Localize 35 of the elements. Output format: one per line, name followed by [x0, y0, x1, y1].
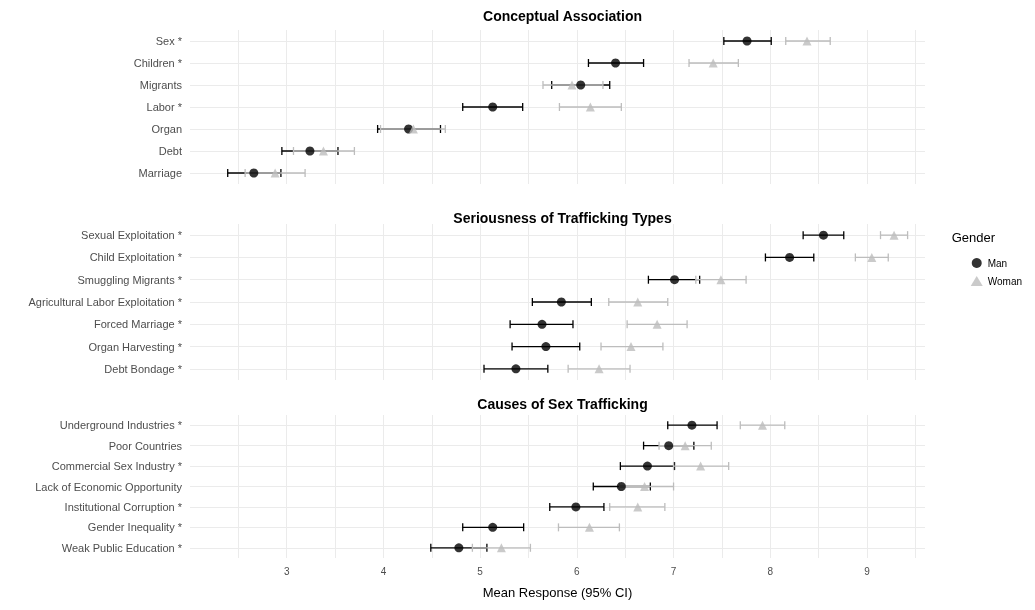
y-tick-label: Debt Bondage * — [104, 362, 183, 375]
legend-title: Gender — [951, 230, 996, 245]
x-tick-label: 8 — [767, 565, 774, 577]
legend-label: Man — [987, 257, 1008, 269]
y-tick-label: Child Exploitation * — [89, 251, 183, 264]
chart-title: Seriousness of Trafficking Types — [453, 210, 672, 226]
y-tick-label: Sexual Exploitation * — [81, 229, 183, 242]
y-tick-label: Forced Marriage * — [93, 318, 183, 331]
y-tick-label: Marriage — [138, 167, 182, 179]
y-tick-label: Agricultural Labor Exploitation * — [28, 296, 183, 308]
y-tick-label: Weak Public Education * — [61, 541, 183, 554]
y-tick-label: Underground Industries * — [59, 419, 183, 432]
y-tick-label: Organ — [151, 123, 182, 135]
x-tick-label: 5 — [477, 565, 484, 577]
chart-title: Causes of Sex Trafficking — [477, 396, 648, 412]
y-tick-label: Sex * — [155, 35, 183, 47]
y-tick-label: Migrants — [139, 79, 183, 91]
x-tick-label: 9 — [864, 565, 871, 577]
y-tick-label: Debt — [158, 145, 182, 157]
y-tick-label: Organ Harvesting * — [88, 340, 183, 353]
x-tick-label: 3 — [283, 565, 290, 577]
x-axis-title: Mean Response (95% CI) — [482, 585, 633, 600]
chart-title: Conceptual Association — [483, 8, 642, 24]
y-tick-label: Children * — [133, 57, 183, 69]
y-tick-label: Commercial Sex Industry * — [51, 460, 183, 473]
y-tick-label: Poor Countries — [108, 439, 183, 452]
x-tick-label: 4 — [380, 565, 387, 577]
x-tick-label: 7 — [670, 565, 677, 577]
x-tick-label: 6 — [574, 565, 581, 577]
y-tick-label: Labor * — [146, 101, 183, 113]
y-tick-label: Gender Inequality * — [87, 521, 183, 534]
y-tick-label: Lack of Economic Opportunity — [35, 480, 183, 493]
legend-label: Woman — [987, 275, 1023, 287]
y-tick-label: Institutional Corruption * — [64, 500, 183, 513]
y-tick-label: Smuggling Migrants * — [77, 273, 183, 286]
